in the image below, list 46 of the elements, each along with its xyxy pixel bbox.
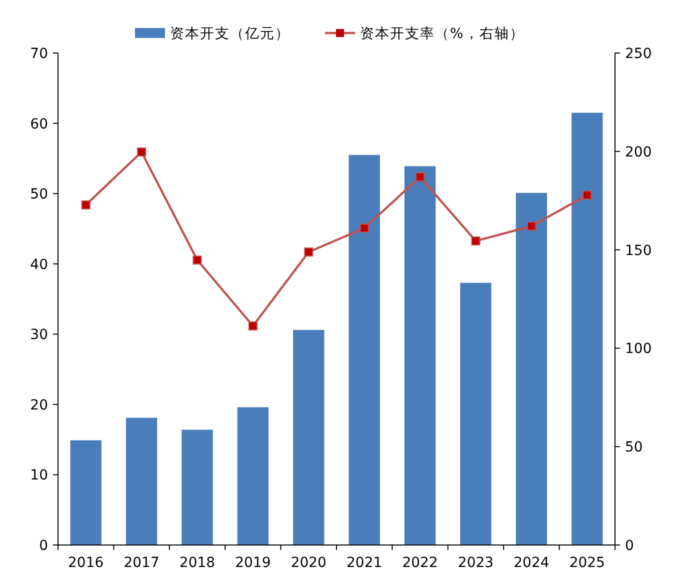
x-tick-label: 2024 bbox=[514, 555, 550, 571]
bar bbox=[572, 112, 603, 545]
x-tick-label: 2016 bbox=[68, 555, 104, 571]
legend-label: 资本开支（亿元） bbox=[170, 26, 290, 42]
y-tick-label: 60 bbox=[30, 116, 48, 132]
y-tick-label: 20 bbox=[30, 397, 48, 414]
y2-tick-label: 50 bbox=[625, 440, 643, 456]
point bbox=[360, 224, 369, 233]
point bbox=[137, 147, 146, 156]
point bbox=[582, 190, 592, 200]
point bbox=[192, 256, 202, 265]
point bbox=[248, 321, 258, 330]
x-tick-label: 2019 bbox=[235, 555, 271, 571]
bar bbox=[404, 166, 436, 545]
y-tick-label: 30 bbox=[30, 327, 48, 344]
y-tick-label: 50 bbox=[30, 186, 48, 203]
point bbox=[526, 222, 536, 231]
y-tick-label: 0 bbox=[39, 538, 48, 554]
x-tick-label: 2017 bbox=[124, 555, 160, 571]
bar bbox=[126, 418, 158, 545]
bar bbox=[293, 330, 324, 545]
x-tick-label: 2025 bbox=[569, 555, 605, 571]
point bbox=[471, 236, 480, 246]
x-tick-label: 2022 bbox=[402, 555, 438, 571]
bar bbox=[516, 192, 548, 545]
bar bbox=[237, 407, 269, 545]
y-tick-label: 40 bbox=[30, 256, 48, 273]
x-tick-label: 2018 bbox=[179, 555, 216, 571]
bar bbox=[460, 282, 492, 545]
point bbox=[81, 200, 90, 210]
y-tick-label: 70 bbox=[30, 46, 48, 62]
y2-tick-label: 0 bbox=[625, 538, 634, 554]
bar bbox=[348, 154, 380, 545]
y2-tick-label: 250 bbox=[625, 46, 652, 62]
legend-label: 资本开支率（%，右轴） bbox=[360, 26, 524, 42]
bar bbox=[70, 440, 102, 545]
y2-tick-label: 200 bbox=[625, 144, 652, 160]
point bbox=[304, 247, 314, 256]
x-tick-label: 2023 bbox=[458, 555, 494, 571]
x-tick-label: 2020 bbox=[290, 555, 326, 571]
bar bbox=[182, 430, 213, 545]
y2-tick-label: 100 bbox=[625, 341, 652, 358]
y-tick-label: 10 bbox=[30, 468, 48, 484]
y2-tick-label: 150 bbox=[625, 242, 652, 259]
point bbox=[416, 172, 425, 182]
x-tick-label: 2021 bbox=[346, 555, 382, 571]
